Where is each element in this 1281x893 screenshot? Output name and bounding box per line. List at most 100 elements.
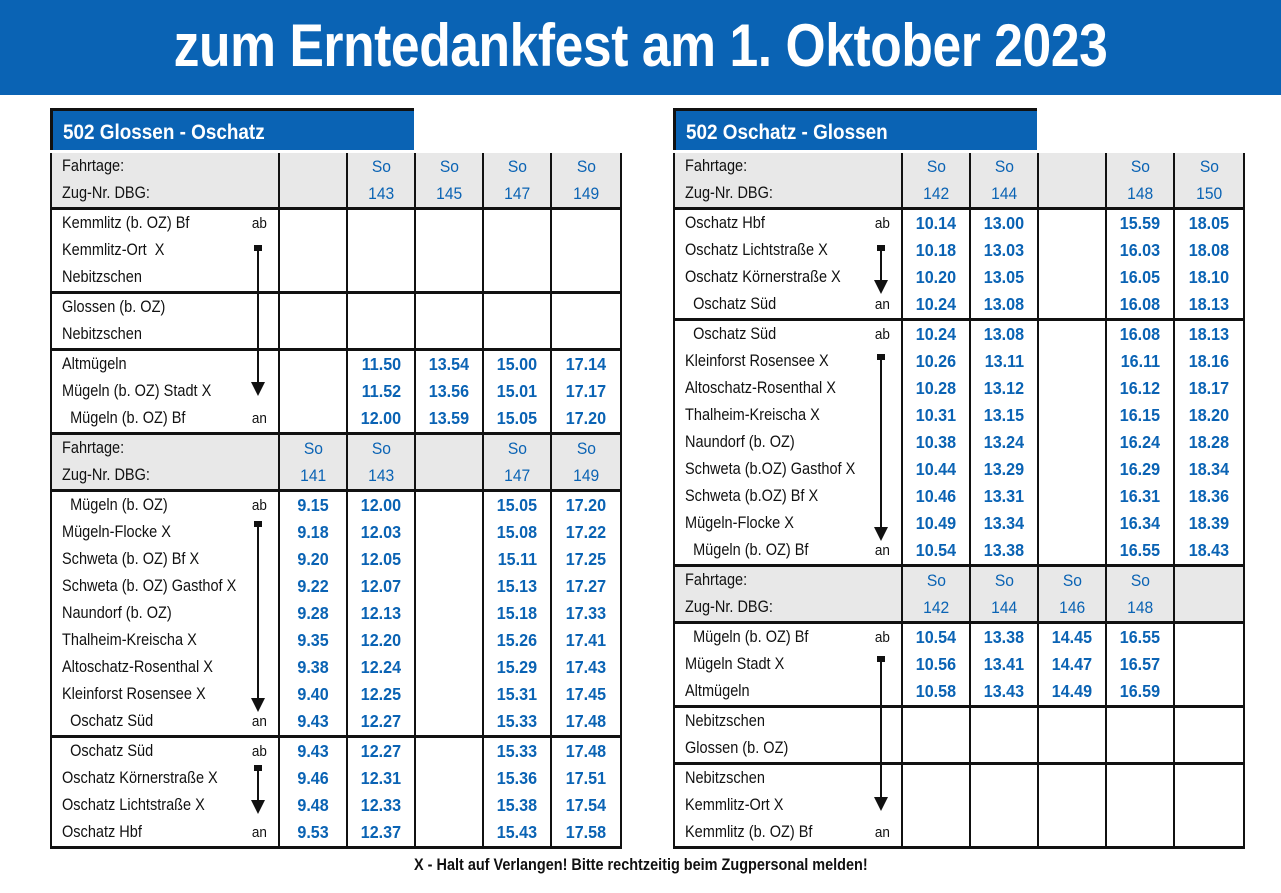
- departure-time: 13.03: [983, 240, 1025, 260]
- departure-time: 15.38: [496, 795, 538, 815]
- station-cell: Mügeln (b. OZ) Bf an: [50, 405, 280, 434]
- time-cell: 12.05: [346, 546, 416, 573]
- departure-time: 10.56: [915, 654, 957, 674]
- station-name: Altmügeln: [62, 355, 127, 373]
- departure-time: 16.55: [1119, 627, 1161, 647]
- time-cell: 12.27: [346, 708, 416, 737]
- departure-time: 10.46: [915, 486, 957, 506]
- time-cell: [1037, 456, 1107, 483]
- time-cell: 16.59: [1105, 678, 1175, 707]
- time-cell: [414, 681, 484, 708]
- time-cell: [1037, 762, 1107, 792]
- time-cell: [278, 348, 348, 378]
- time-cell: 15.31: [482, 681, 552, 708]
- train-header-cell: 143: [346, 180, 416, 209]
- departure-time: 16.12: [1119, 378, 1161, 398]
- departure-time: 17.20: [565, 495, 607, 515]
- table-row: Mügeln-Flocke X 9.18 12.03 15.08 17.22: [50, 519, 622, 546]
- table-row: Oschatz Süd an 10.24 13.08 16.08 18.13: [673, 291, 1245, 320]
- time-cell: [901, 705, 971, 735]
- time-cell: [901, 762, 971, 792]
- route-title: 502 Oschatz - Glossen: [686, 121, 888, 144]
- time-cell: [278, 237, 348, 264]
- departure-time: 16.08: [1119, 324, 1161, 344]
- departure-time: 13.31: [983, 486, 1025, 506]
- station-cell: Oschatz Süd an: [673, 291, 903, 320]
- time-cell: 15.08: [482, 519, 552, 546]
- departure-time: 17.17: [565, 381, 607, 401]
- departure-time: 15.11: [497, 549, 537, 569]
- station-cell: Schweta (b. OZ) Bf X: [50, 546, 280, 573]
- departure-time: 18.20: [1188, 405, 1230, 425]
- time-cell: 15.38: [482, 792, 552, 819]
- departure-time: 15.01: [496, 381, 538, 401]
- departure-time: 17.27: [565, 576, 607, 596]
- time-cell: [1173, 651, 1245, 678]
- station-cell: Nebitzschen: [50, 264, 280, 293]
- time-cell: 17.14: [550, 348, 622, 378]
- departure-time: 13.43: [983, 681, 1025, 701]
- time-cell: [1105, 792, 1175, 819]
- time-cell: 18.39: [1173, 510, 1245, 537]
- time-cell: [414, 321, 484, 350]
- departure-time: 18.10: [1188, 267, 1230, 287]
- departure-time: 13.59: [428, 408, 470, 428]
- departure-time: 11.52: [361, 381, 401, 401]
- time-cell: 18.16: [1173, 348, 1245, 375]
- table-row: Oschatz Lichtstraße X 9.48 12.33 15.38 17.54: [50, 792, 622, 819]
- station-name: Oschatz Süd: [62, 742, 154, 760]
- departure-time: 13.00: [983, 213, 1025, 233]
- station-name: Oschatz Süd: [62, 712, 154, 730]
- table-row: Nebitzschen: [673, 762, 1245, 792]
- time-cell: 18.28: [1173, 429, 1245, 456]
- departure-time: 17.48: [565, 711, 607, 731]
- departure-time: 9.22: [297, 576, 329, 596]
- departure-time: 17.45: [565, 684, 607, 704]
- time-cell: [901, 735, 971, 764]
- table-row: Altmügeln 11.50 13.54 15.00 17.14: [50, 348, 622, 378]
- time-cell: [414, 519, 484, 546]
- departure-time: 13.08: [983, 324, 1025, 344]
- route-title: 502 Glossen - Oschatz: [63, 121, 265, 144]
- header-label: Fahrtage:: [62, 439, 125, 457]
- time-cell: 10.20: [901, 264, 971, 291]
- station-name: Oschatz Süd: [685, 295, 777, 313]
- time-cell: 9.43: [278, 708, 348, 737]
- train-header-cell: 142: [901, 180, 971, 209]
- departure-time: 18.08: [1188, 240, 1230, 260]
- time-cell: [346, 291, 416, 321]
- train-header-cell: 144: [969, 180, 1039, 209]
- time-cell: [1037, 264, 1107, 291]
- time-cell: [414, 207, 484, 237]
- table-row: Mügeln (b. OZ) Stadt X 11.52 13.56 15.01 17.…: [50, 378, 622, 405]
- station-name: Thalheim-Kreischa X: [62, 631, 197, 649]
- station-cell: Thalheim-Kreischa X: [673, 402, 903, 429]
- arrival-departure-mark: an: [875, 542, 891, 559]
- time-cell: 17.48: [550, 708, 622, 737]
- time-cell: 13.12: [969, 375, 1039, 402]
- departure-time: 17.51: [565, 768, 607, 788]
- table-row: Mügeln-Flocke X 10.49 13.34 16.34 18.39: [673, 510, 1245, 537]
- station-cell: Oschatz Hbf ab: [673, 207, 903, 237]
- departure-time: 10.49: [915, 513, 957, 533]
- departure-time: 9.46: [297, 768, 329, 788]
- departure-time: 13.15: [983, 405, 1025, 425]
- departure-time: 15.05: [496, 408, 538, 428]
- table-row: Oschatz Lichtstraße X 10.18 13.03 16.03 18.0…: [673, 237, 1245, 264]
- direction-arrow: [874, 245, 888, 294]
- route-header-glossen-oschatz: 502 Glossen - Oschatz: [50, 108, 414, 150]
- departure-time: 17.48: [565, 741, 607, 761]
- time-cell: [482, 291, 552, 321]
- time-cell: [1173, 762, 1245, 792]
- station-name: Kemmlitz (b. OZ) Bf: [685, 823, 813, 841]
- train-header-cell: [414, 432, 484, 462]
- departure-time: 18.43: [1188, 540, 1230, 560]
- time-cell: 13.54: [414, 348, 484, 378]
- departure-time: 17.25: [565, 549, 607, 569]
- departure-time: 12.24: [360, 657, 402, 677]
- time-cell: 10.56: [901, 651, 971, 678]
- time-cell: 18.20: [1173, 402, 1245, 429]
- station-name: Oschatz Lichtstraße X: [62, 796, 205, 814]
- departure-time: 9.53: [297, 822, 329, 842]
- time-cell: [969, 735, 1039, 764]
